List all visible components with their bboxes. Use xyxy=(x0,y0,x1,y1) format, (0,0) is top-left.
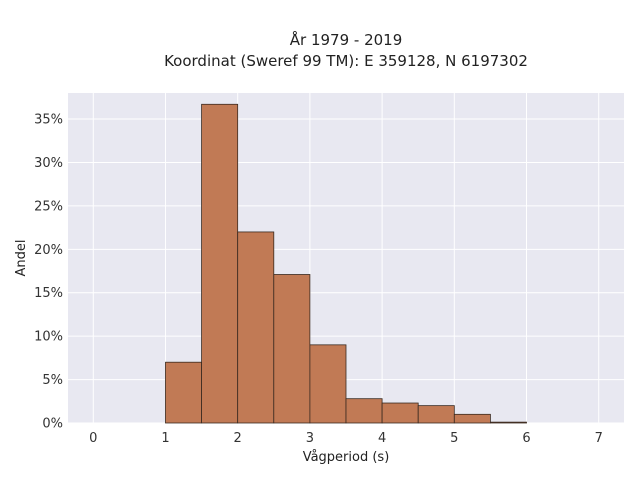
x-tick-label: 1 xyxy=(161,431,169,446)
histogram-bar xyxy=(201,103,239,424)
histogram-bar xyxy=(273,274,311,424)
x-tick-label: 0 xyxy=(89,431,97,446)
y-tick-label: 25% xyxy=(34,199,63,214)
x-tick-label: 7 xyxy=(595,431,603,446)
y-axis-ticks: 0% 5% 10% 15% 20% 25% 30% 35% xyxy=(34,113,63,432)
x-tick-label: 6 xyxy=(522,431,530,446)
histogram-bar xyxy=(237,231,275,424)
histogram-bar xyxy=(309,344,347,424)
y-tick-label: 0% xyxy=(42,417,63,432)
y-tick-label: 15% xyxy=(34,286,63,301)
chart-title-line1: År 1979 - 2019 xyxy=(290,30,403,49)
y-axis-label: Andel xyxy=(14,240,29,277)
x-axis-ticks: 0 1 2 3 4 5 6 7 xyxy=(89,431,603,446)
y-tick-label: 30% xyxy=(34,156,63,171)
x-tick-label: 2 xyxy=(234,431,242,446)
y-tick-label: 10% xyxy=(34,330,63,345)
histogram-bar xyxy=(165,361,202,424)
x-tick-label: 5 xyxy=(450,431,458,446)
histogram-bar xyxy=(417,405,455,424)
histogram-bar xyxy=(345,398,383,424)
y-tick-label: 5% xyxy=(42,373,63,388)
histogram-bar xyxy=(453,413,491,424)
histogram-bar xyxy=(381,402,419,424)
y-tick-label: 35% xyxy=(34,113,63,128)
y-tick-label: 20% xyxy=(34,243,63,258)
histogram-bar xyxy=(490,421,527,424)
chart-title-line2: Koordinat (Sweref 99 TM): E 359128, N 61… xyxy=(164,52,528,70)
x-tick-label: 4 xyxy=(378,431,386,446)
bars xyxy=(165,103,527,424)
x-tick-label: 3 xyxy=(306,431,314,446)
x-axis-label: Vågperiod (s) xyxy=(303,450,390,465)
